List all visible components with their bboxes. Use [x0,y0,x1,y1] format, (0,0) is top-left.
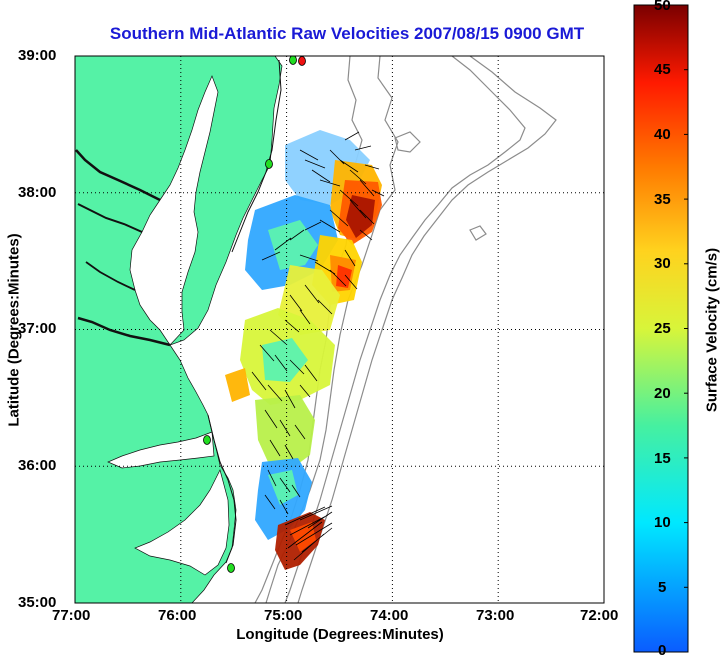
colorbar-tick-5: 5 [658,579,667,596]
colorbar-tick-0: 0 [658,642,667,659]
x-tick-74: 74:00 [370,607,409,624]
y-tick-39: 39:00 [18,47,57,64]
colorbar-tick-25: 25 [654,320,671,337]
station-marker-duck [203,435,211,445]
station-marker-alert [298,56,306,66]
station-marker-hatteras [227,563,235,573]
x-tick-75: 75:00 [264,607,303,624]
colorbar-tick-10: 10 [654,514,671,531]
river-potomac [75,149,161,202]
colorbar-tick-30: 30 [654,255,671,272]
colorbar-tick-45: 45 [654,61,671,78]
y-tick-35: 35:00 [18,594,57,611]
chart-title: Southern Mid-Atlantic Raw Velocities 200… [109,24,585,43]
colorbar-ticks [684,4,688,653]
x-axis-label: Longitude (Degrees:Minutes) [236,626,444,643]
colorbar-tick-50: 50 [654,0,671,14]
x-tick-76: 76:00 [158,607,197,624]
colorbar-tick-35: 35 [654,191,671,208]
colorbar-tick-15: 15 [654,450,671,467]
river-york [85,261,136,291]
x-tick-72: 72:00 [580,607,619,624]
river-james [77,316,171,347]
x-tick-77: 77:00 [52,607,91,624]
radar-stations [203,56,306,573]
river-rappahannock [77,203,143,233]
chesapeake-bay [129,75,219,346]
x-tick-73: 73:00 [476,607,515,624]
y-axis-label: Latitude (Degrees:Minutes) [5,233,23,427]
colorbar-label: Surface Velocity (cm/s) [703,247,721,413]
velocity-arrows [251,131,385,561]
axes-frame [74,55,605,604]
y-tick-38: 38:00 [18,184,57,201]
pamlico-sound [134,469,230,576]
delmarva-coast [231,59,282,253]
grid-lines [75,56,604,603]
colorbar-tick-40: 40 [654,126,671,143]
colorbar-tick-20: 20 [654,385,671,402]
station-marker-north [289,56,297,65]
outer-banks [207,414,237,564]
velocity-field [225,130,382,570]
colorbar [633,4,689,653]
y-tick-36: 36:00 [18,457,57,474]
albemarle-sound [107,431,215,469]
station-marker-delmarva [265,159,273,169]
y-tick-37: 37:00 [18,320,57,337]
